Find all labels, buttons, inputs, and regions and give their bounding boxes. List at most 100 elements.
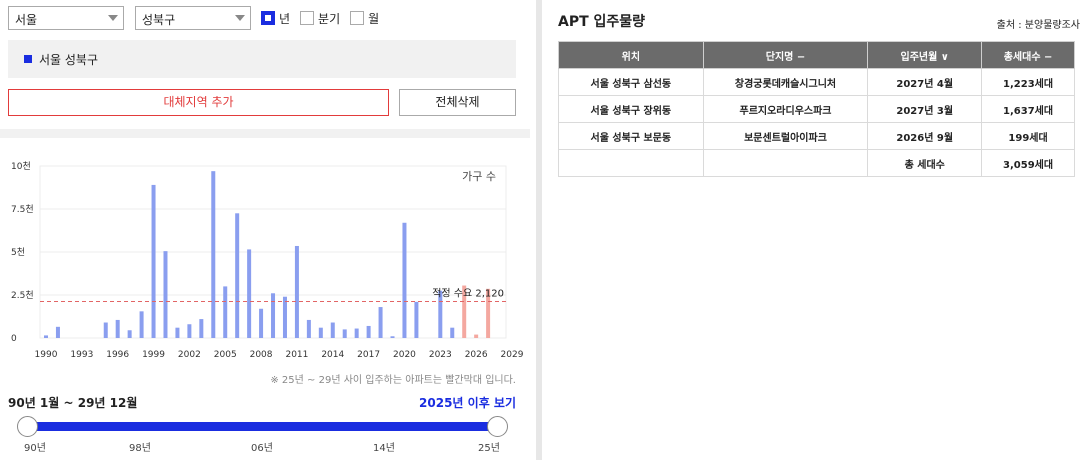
right-panel: APT 입주물량 출처 : 분양물량조사 위치 단지명 − 입주년월 ∨ 총세대… — [542, 0, 1080, 460]
cell-location: 서울 성북구 장위동 — [558, 95, 704, 123]
table-header-row: 위치 단지명 − 입주년월 ∨ 총세대수 − — [558, 41, 1075, 69]
cell-total-units: 1,637세대 — [981, 95, 1075, 123]
cell-empty — [702, 149, 869, 177]
region-label: 서울 성북구 — [39, 52, 99, 67]
city-select-value: 서울 — [15, 13, 38, 27]
x-tick-label: 1993 — [70, 350, 93, 360]
x-tick-label: 1996 — [106, 350, 129, 360]
period-quarter-label: 분기 — [318, 11, 341, 26]
view-after-2025-link[interactable]: 2025년 이후 보기 — [419, 396, 516, 410]
bar — [259, 308, 264, 338]
checkbox-checked-icon — [261, 11, 275, 25]
bar — [450, 327, 455, 338]
bar — [271, 293, 276, 338]
x-tick-label: 2008 — [250, 350, 273, 360]
period-quarter-checkbox[interactable]: 분기 — [300, 10, 340, 27]
x-tick-label: 2011 — [285, 350, 308, 360]
cell-complex-name: 보문센트럴아이파크 — [702, 122, 869, 150]
col-complex-name[interactable]: 단지명 − — [702, 41, 869, 69]
x-tick-label: 2023 — [429, 350, 452, 360]
y-tick-label: 10천 — [11, 161, 31, 172]
cell-move-in-date: 2027년 3월 — [867, 95, 983, 123]
slider-tick: 14년 — [373, 443, 395, 454]
bar — [187, 324, 192, 338]
x-tick-label: 2005 — [214, 350, 237, 360]
bar — [282, 296, 287, 338]
bar — [55, 326, 60, 338]
filter-row: 서울 성북구 년 분기 월 — [8, 6, 379, 30]
city-select[interactable]: 서울 — [8, 6, 124, 30]
left-panel: 서울 성북구 년 분기 월 서울 성북구 대체지역 — [0, 0, 530, 460]
col-move-in-date[interactable]: 입주년월 ∨ — [867, 41, 983, 69]
bar — [247, 249, 252, 338]
bar — [390, 336, 395, 338]
table-row[interactable]: 서울 성북구 보문동 보문센트럴아이파크 2026년 9월 199세대 — [558, 122, 1075, 150]
x-tick-label: 2026 — [465, 350, 488, 360]
bar — [366, 325, 371, 338]
bar — [318, 327, 323, 338]
cell-empty — [558, 149, 704, 177]
y-tick-label: 2.5천 — [11, 290, 34, 301]
bar — [211, 171, 216, 338]
x-tick-label: 2020 — [393, 350, 416, 360]
period-year-checkbox[interactable]: 년 — [261, 10, 290, 27]
bar — [235, 213, 240, 338]
bar — [115, 319, 120, 338]
add-region-button[interactable]: 대체지역 추가 — [8, 89, 389, 116]
source-label: 출처 : 분양물량조사 — [996, 20, 1080, 31]
bar — [175, 327, 180, 338]
cell-total-units: 199세대 — [981, 122, 1075, 150]
section-divider — [0, 129, 530, 138]
bar — [294, 245, 299, 338]
y-tick-label: 7.5천 — [11, 204, 34, 215]
chart-note: ※ 25년 ~ 29년 사이 입주하는 아파트는 빨간막대 입니다. — [270, 375, 516, 386]
bar — [486, 288, 491, 338]
table-row[interactable]: 서울 성북구 장위동 푸르지오라디우스파크 2027년 3월 1,637세대 — [558, 95, 1075, 123]
col-total-units[interactable]: 총세대수 − — [981, 41, 1075, 69]
slider-tick: 06년 — [251, 443, 273, 454]
year-range-slider[interactable] — [27, 422, 498, 431]
apt-title: APT 입주물량 — [558, 14, 646, 30]
x-tick-label: 2002 — [178, 350, 201, 360]
cell-location: 서울 성북구 삼선동 — [558, 68, 704, 96]
bar — [378, 307, 383, 338]
bar — [402, 222, 407, 338]
y-tick-label: 0 — [11, 334, 17, 344]
bar — [342, 329, 347, 338]
x-tick-label: 2014 — [321, 350, 344, 360]
slider-tick: 90년 — [24, 443, 46, 454]
bar — [414, 301, 419, 338]
bar — [151, 184, 156, 338]
bar — [139, 311, 144, 338]
reference-line-label: 적정 수요 2,120 — [432, 288, 504, 300]
total-units-value: 3,059세대 — [981, 149, 1075, 177]
bar — [223, 286, 228, 338]
range-label: 90년 1월 ~ 29년 12월 — [8, 396, 138, 410]
supply-bar-chart: 0 2.5천 5천 7.5천 10천 1990 1993 1996 1999 2002 2005 20… — [11, 161, 524, 360]
slider-start-handle[interactable] — [17, 416, 38, 437]
delete-all-button[interactable]: 전체삭제 — [399, 89, 516, 116]
x-tick-label: 1990 — [35, 350, 58, 360]
x-tick-label: 2029 — [501, 350, 524, 360]
chevron-down-icon — [235, 15, 245, 21]
period-month-checkbox[interactable]: 월 — [350, 10, 379, 27]
bar — [438, 290, 443, 338]
cell-complex-name: 푸르지오라디우스파크 — [702, 95, 869, 123]
panel-divider — [536, 0, 542, 460]
bar — [199, 319, 204, 338]
y-tick-label: 5천 — [11, 247, 25, 258]
checkbox-icon — [300, 11, 315, 25]
bar — [103, 322, 108, 338]
table-row[interactable]: 서울 성북구 삼선동 창경궁롯데캐슬시그니처 2027년 4월 1,223세대 — [558, 68, 1075, 96]
chart-legend-label: 가구 수 — [462, 170, 496, 183]
slider-end-handle[interactable] — [487, 416, 508, 437]
bar — [163, 251, 168, 338]
col-location[interactable]: 위치 — [558, 41, 704, 69]
cell-move-in-date: 2027년 4월 — [867, 68, 983, 96]
bar — [306, 319, 311, 338]
bar — [330, 322, 335, 338]
x-tick-label: 1999 — [142, 350, 165, 360]
district-select[interactable]: 성북구 — [135, 6, 251, 30]
bar — [354, 328, 359, 338]
